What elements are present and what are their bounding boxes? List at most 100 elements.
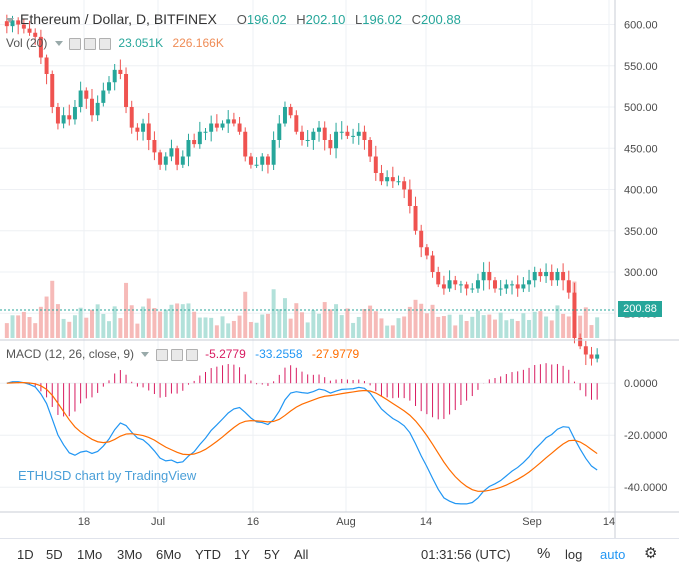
- volume-bar: [61, 318, 66, 338]
- volume-bars: [4, 280, 600, 338]
- watermark[interactable]: ETHUSD chart by TradingView: [18, 468, 197, 483]
- close-icon[interactable]: [185, 348, 198, 361]
- chevron-down-icon[interactable]: [6, 17, 14, 23]
- range-all[interactable]: All: [294, 547, 309, 562]
- volume-bar: [441, 316, 446, 338]
- candle-body: [294, 115, 299, 132]
- candle-body: [345, 131, 350, 136]
- auto-toggle[interactable]: auto: [600, 547, 626, 562]
- volume-bar: [595, 317, 600, 338]
- gear-icon[interactable]: [84, 37, 97, 50]
- candle-body: [4, 21, 9, 27]
- volume-bar: [447, 314, 452, 338]
- candle-body: [527, 280, 532, 285]
- close-value: 200.88: [421, 12, 461, 27]
- symbol-title: Ethereum / Dollar, D, BITFINEX: [20, 11, 217, 27]
- candle-body: [572, 292, 577, 338]
- percent-toggle[interactable]: %: [537, 545, 551, 562]
- range-3mo[interactable]: 3Mo: [117, 547, 143, 562]
- candle-body: [78, 90, 83, 107]
- volume-bar: [396, 318, 401, 338]
- candle-body: [430, 255, 435, 272]
- price-tick-label: 500.00: [624, 102, 658, 114]
- candle-body: [311, 131, 316, 140]
- price-tick-label: 350.00: [624, 226, 658, 238]
- range-1y[interactable]: 1Y: [234, 547, 250, 562]
- gear-icon[interactable]: ⚙: [644, 545, 658, 562]
- volume-value: 23.051K: [118, 36, 164, 50]
- candle-body: [362, 131, 367, 140]
- volume-bar: [72, 315, 77, 338]
- close-icon[interactable]: [99, 37, 112, 50]
- time-tick-label: 18: [78, 516, 90, 528]
- candle-body: [135, 127, 140, 132]
- volume-bar: [141, 306, 146, 338]
- volume-bar: [282, 298, 287, 338]
- macd-line: [6, 381, 598, 505]
- candle-body: [254, 164, 259, 166]
- candle-body: [55, 107, 60, 124]
- candle-body: [277, 123, 282, 140]
- volume-bar: [146, 298, 151, 338]
- range-6mo[interactable]: 6Mo: [156, 547, 182, 562]
- volume-bar: [317, 313, 322, 338]
- time-tick-label: Sep: [522, 516, 542, 528]
- volume-bar: [21, 311, 26, 338]
- gear-icon[interactable]: [170, 348, 183, 361]
- chevron-down-icon[interactable]: [54, 41, 63, 47]
- volume-bar: [175, 303, 180, 338]
- candle-body: [141, 123, 146, 132]
- volume-bar: [10, 315, 15, 338]
- open-value: 196.02: [246, 12, 287, 27]
- eye-icon[interactable]: [69, 37, 82, 50]
- range-5d[interactable]: 5D: [46, 547, 63, 562]
- volume-bar: [118, 318, 123, 338]
- range-1mo[interactable]: 1Mo: [77, 547, 103, 562]
- range-ytd[interactable]: YTD: [195, 547, 221, 562]
- candle-body: [322, 127, 327, 140]
- macd-value: -33.2558: [255, 347, 303, 361]
- time-axis[interactable]: 18 Jul 16 Aug 14 Sep 14: [78, 516, 615, 528]
- candle-body: [21, 24, 26, 29]
- volume-bar: [345, 308, 350, 338]
- volume-bar: [356, 316, 361, 338]
- volume-bar: [237, 315, 242, 338]
- range-5y[interactable]: 5Y: [264, 547, 280, 562]
- candle-body: [152, 140, 157, 153]
- volume-bar: [555, 305, 560, 338]
- volume-bar: [413, 299, 418, 338]
- time-tick-label: 14: [603, 516, 615, 528]
- utc-clock[interactable]: 01:31:56 (UTC): [421, 547, 511, 562]
- volume-bar: [305, 322, 310, 338]
- volume-bar: [424, 313, 429, 338]
- candle-body: [163, 156, 168, 165]
- candle-body: [288, 107, 293, 116]
- macd-axis[interactable]: 0.0000 -20.0000 -40.0000: [624, 378, 667, 494]
- volume-bar: [84, 317, 89, 338]
- price-axis[interactable]: 600.00 550.00 500.00 450.00 400.00 350.00 300.…: [624, 20, 658, 321]
- candle-body: [328, 140, 333, 149]
- log-toggle[interactable]: log: [565, 547, 583, 562]
- candle-body: [209, 123, 214, 132]
- chevron-down-icon[interactable]: [141, 352, 150, 358]
- close-label: C: [411, 12, 422, 27]
- volume-bar: [538, 311, 543, 338]
- volume-bar: [254, 322, 259, 338]
- eye-icon[interactable]: [155, 348, 168, 361]
- volume-bar: [135, 323, 140, 338]
- candle-body: [169, 148, 174, 157]
- candle-body: [555, 272, 560, 281]
- candle-body: [95, 102, 100, 116]
- candle-body: [118, 69, 123, 74]
- range-1d[interactable]: 1D: [17, 547, 34, 562]
- volume-bar: [328, 309, 333, 338]
- candle-body: [453, 280, 458, 285]
- volume-bar: [271, 289, 276, 338]
- volume-bar: [243, 291, 248, 338]
- volume-bar: [527, 319, 532, 338]
- volume-bar: [248, 321, 253, 338]
- volume-bar: [44, 296, 49, 338]
- volume-bar: [192, 311, 197, 338]
- volume-bar: [515, 321, 520, 338]
